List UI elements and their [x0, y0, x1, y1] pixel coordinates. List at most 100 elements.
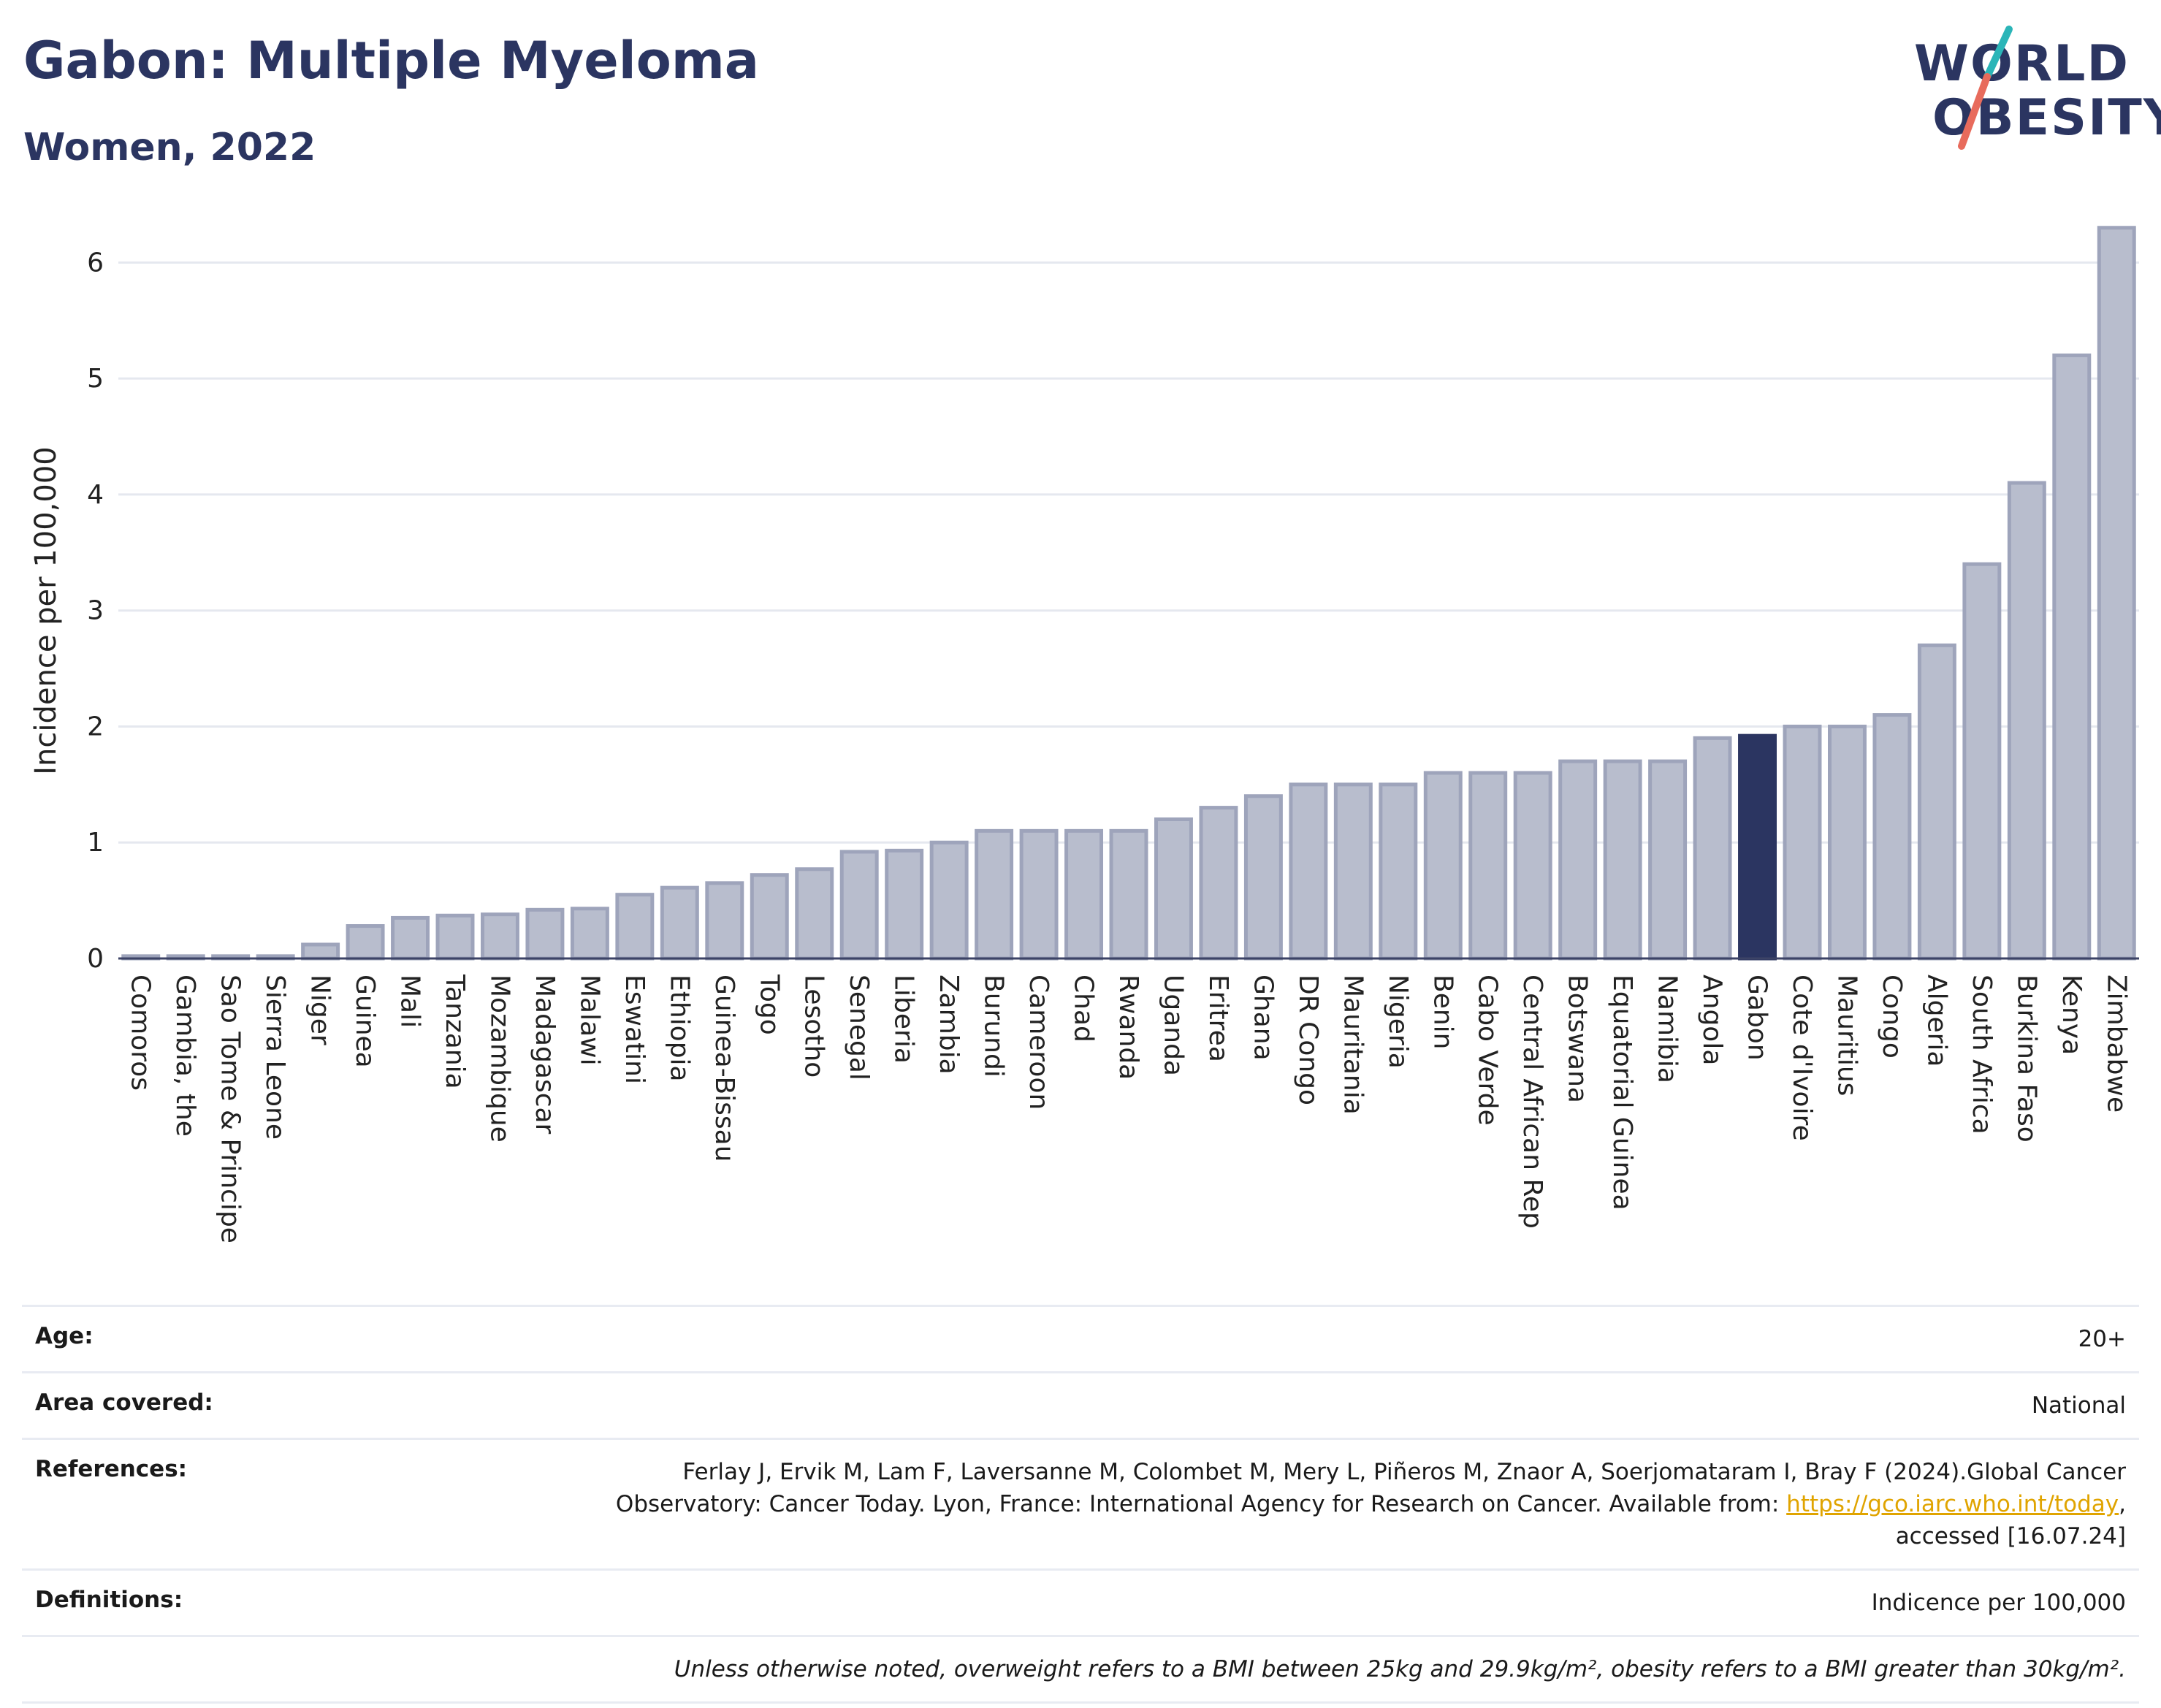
bar	[1379, 782, 1418, 961]
x-tick-label: Guinea	[350, 975, 380, 1068]
bar	[435, 913, 475, 961]
references-label: References:	[35, 1456, 188, 1482]
x-tick-label: Niger	[305, 975, 335, 1045]
x-tick-label: Mali	[395, 975, 425, 1028]
x-tick-label: Rwanda	[1113, 975, 1143, 1080]
bar	[750, 873, 789, 961]
age-label: Age:	[35, 1323, 94, 1349]
x-tick-label: Eritrea	[1203, 975, 1233, 1062]
x-tick-label: Mauritania	[1338, 975, 1368, 1115]
x-tick-label: Mozambique	[484, 975, 514, 1143]
x-tick-label: Madagascar	[530, 975, 560, 1135]
x-tick-label: Cote d'Ivoire	[1787, 975, 1817, 1141]
bar	[1243, 794, 1283, 961]
bar	[480, 912, 519, 961]
bar	[1783, 724, 1822, 961]
x-tick-label: Zambia	[934, 975, 964, 1075]
bar	[795, 867, 834, 961]
x-tick-label: Congo	[1877, 975, 1907, 1059]
bar	[2097, 226, 2136, 961]
x-tick-label: Zimbabwe	[2101, 975, 2131, 1113]
x-tick-label: Ghana	[1248, 975, 1278, 1061]
bar	[885, 848, 924, 961]
y-tick-label: 5	[87, 364, 104, 394]
bar	[346, 924, 385, 961]
bar	[2007, 481, 2046, 961]
bar	[1064, 828, 1104, 961]
logo-slash-icon	[1958, 26, 2013, 150]
x-tick-label: Namibia	[1653, 975, 1682, 1083]
x-tick-label: Cameroon	[1024, 975, 1053, 1110]
bar	[1558, 759, 1598, 961]
bar	[660, 885, 699, 961]
bar	[615, 893, 655, 961]
bar	[1423, 771, 1463, 961]
y-axis-title: Incidence per 100,000	[29, 446, 63, 775]
bar	[1468, 771, 1508, 961]
area-value: National	[2031, 1392, 2126, 1419]
x-tick-label: Ethiopia	[664, 975, 694, 1082]
x-tick-label: Mauritius	[1832, 975, 1861, 1096]
info-row-definitions: Definitions: Indicence per 100,000	[22, 1568, 2139, 1635]
world-obesity-logo: WORLD OBESITY	[1899, 22, 2161, 153]
page-subtitle: Women, 2022	[23, 126, 316, 169]
bar	[301, 942, 340, 961]
y-tick-label: 6	[87, 248, 104, 278]
x-tick-label: DR Congo	[1293, 975, 1323, 1105]
age-value: 20+	[2078, 1326, 2126, 1352]
page-title: Gabon: Multiple Myeloma	[23, 31, 760, 91]
references-text-3: accessed [16.07.24]	[1895, 1523, 2126, 1549]
definitions-value: Indicence per 100,000	[1871, 1590, 2126, 1616]
bar	[839, 850, 879, 961]
bar	[1648, 759, 1688, 961]
info-row-references: References: Ferlay J, Ervik M, Lam F, La…	[22, 1438, 2139, 1568]
info-row-age: Age: 20+	[22, 1305, 2139, 1371]
bar	[1603, 759, 1642, 961]
x-tick-label: Kenya	[2057, 975, 2086, 1055]
definitions-label: Definitions:	[35, 1587, 183, 1613]
x-tick-label: Benin	[1428, 975, 1457, 1049]
info-row-note: Unless otherwise noted, overweight refer…	[22, 1635, 2139, 1704]
x-tick-label: Lesotho	[799, 975, 829, 1078]
x-tick-label: Liberia	[889, 975, 919, 1064]
x-tick-label: Comoros	[126, 975, 156, 1091]
y-tick-label: 3	[87, 596, 104, 626]
x-tick-label: Sao Tome & Principe	[216, 975, 245, 1243]
x-tick-label: Chad	[1069, 975, 1099, 1042]
references-link[interactable]: https://gco.iarc.who.int/today	[1786, 1491, 2119, 1517]
bar	[1962, 562, 2002, 961]
bmi-note: Unless otherwise noted, overweight refer…	[674, 1656, 2126, 1682]
x-tick-label: Eswatini	[620, 975, 649, 1084]
x-tick-label: Angola	[1697, 975, 1727, 1065]
x-tick-label: Central African Rep	[1517, 975, 1547, 1229]
bar	[975, 828, 1014, 961]
bar	[1827, 724, 1867, 961]
bar	[705, 881, 744, 961]
info-row-area: Area covered: National	[22, 1371, 2139, 1438]
x-tick-label: Cabo Verde	[1473, 975, 1503, 1126]
x-tick-label: Nigeria	[1383, 975, 1413, 1069]
x-tick-label: Algeria	[1921, 975, 1951, 1067]
bar	[391, 915, 430, 961]
y-tick-label: 1	[87, 828, 104, 858]
bar-chart: 0 1 2 3 4 5 6 Incidence per 100,000 Comoros Gambi…	[29, 226, 2139, 1243]
y-tick-label: 4	[87, 480, 104, 510]
bar	[525, 907, 565, 961]
bar	[1333, 782, 1373, 961]
x-tick-label: Botswana	[1563, 975, 1593, 1103]
bar	[1289, 782, 1328, 961]
x-tick-label: Togo	[754, 974, 784, 1035]
references-text-1: Ferlay J, Ervik M, Lam F, Laversanne M, …	[682, 1459, 2126, 1485]
x-tick-label: Gabon	[1742, 975, 1772, 1061]
x-tick-label: Senegal	[844, 975, 874, 1080]
bar	[1872, 713, 1912, 961]
bar	[1154, 817, 1193, 961]
x-tick-label: Equatorial Guinea	[1607, 975, 1637, 1211]
x-tick-label: South Africa	[1967, 975, 1997, 1135]
area-label: Area covered:	[35, 1389, 213, 1416]
bar	[1738, 733, 1777, 961]
y-tick-label: 2	[87, 712, 104, 741]
references-value: Ferlay J, Ervik M, Lam F, Laversanne M, …	[615, 1459, 2126, 1549]
x-tick-label: Sierra Leone	[260, 975, 290, 1140]
bar	[1513, 771, 1552, 961]
